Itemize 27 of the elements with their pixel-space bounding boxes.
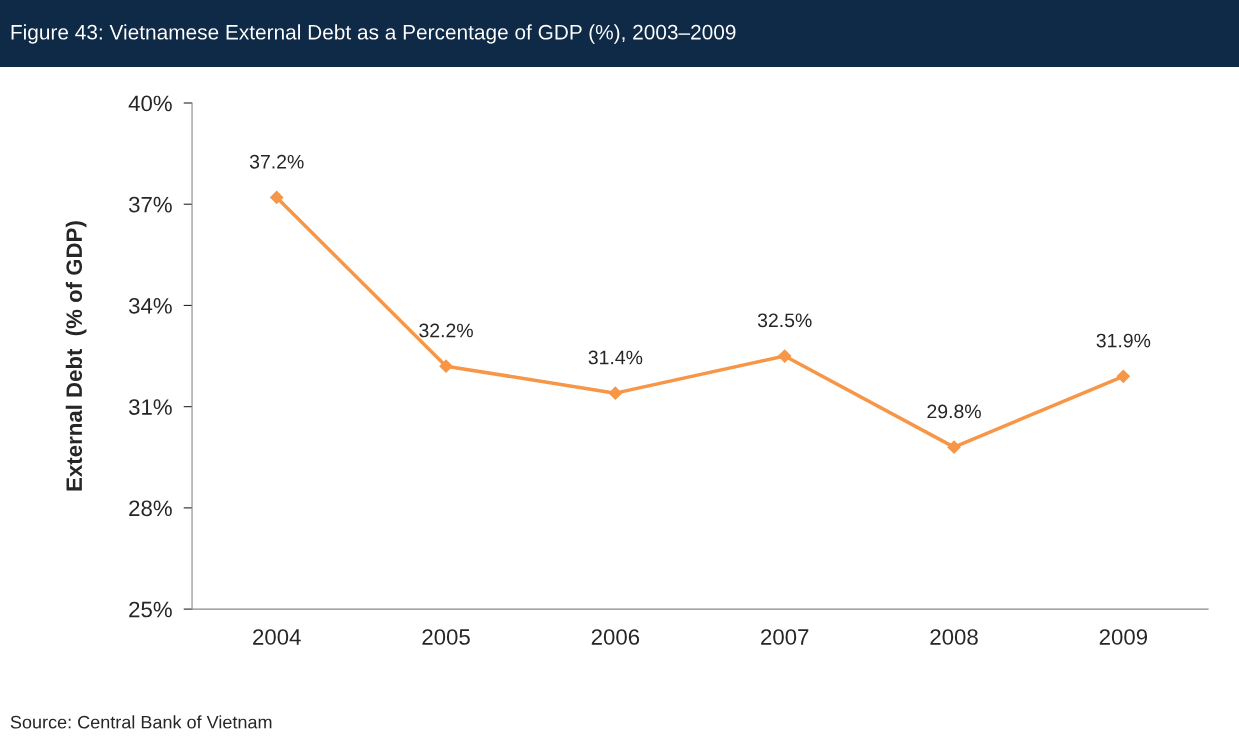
y-tick-label: 25% <box>129 601 172 618</box>
data-label: 32.5% <box>757 313 812 328</box>
y-tick-label: 37% <box>128 196 172 213</box>
point <box>1116 369 1131 384</box>
data-label: 37.2% <box>249 154 304 169</box>
point <box>439 359 453 374</box>
y-tick-label: 40% <box>128 95 172 112</box>
source-note: Source: Central Bank of Vietnam <box>10 715 272 729</box>
y-tick-label: 34% <box>128 297 172 314</box>
x-tick-label: 2008 <box>930 629 978 645</box>
point <box>269 190 284 205</box>
data-label: 32.2% <box>419 323 473 338</box>
data-label: 29.8% <box>927 404 981 419</box>
x-tick-label: 2007 <box>761 629 809 645</box>
data-label: 31.4% <box>588 350 643 365</box>
x-tick-label: 2004 <box>253 629 301 645</box>
point <box>608 386 623 401</box>
y-tick-label: 28% <box>129 500 172 517</box>
chart-title: Figure 43: Vietnamese External Debt as a Percentage of GDP (%), 2003–2009 <box>11 24 736 44</box>
x-tick-label: 2005 <box>422 629 470 645</box>
y-tick-label: 31% <box>128 399 172 415</box>
point <box>777 349 792 363</box>
y-axis-title: External Debt (% of GDP) <box>65 221 87 491</box>
point <box>947 440 961 455</box>
x-tick-label: 2006 <box>591 629 640 645</box>
x-tick-label: 2009 <box>1099 629 1148 645</box>
data-label: 31.9% <box>1096 333 1151 348</box>
